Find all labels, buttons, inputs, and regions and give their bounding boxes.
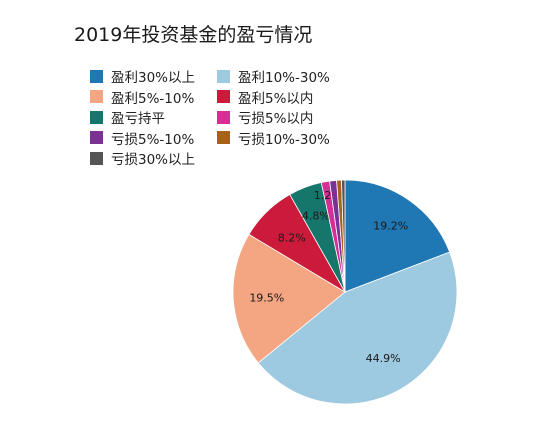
legend-item: 亏损10%-30%: [217, 128, 330, 148]
chart-legend: 盈利30%以上 盈利10%-30% 盈利5%-10% 盈利5%以内盈亏持平 亏损5%以内…: [90, 66, 390, 168]
legend-swatch: [90, 110, 103, 124]
pie-slice: [257, 251, 458, 405]
legend-item: 亏损30%以上: [90, 148, 195, 168]
legend-item: 盈利10%-30%: [217, 66, 330, 86]
legend-item: 亏损5%-10%: [90, 128, 194, 148]
pie-slice: [232, 233, 346, 364]
legend-label: 盈利10%-30%: [238, 70, 330, 86]
legend-item: 盈利5%-10%: [90, 87, 194, 107]
legend-swatch: [217, 110, 230, 124]
slice-data-label: 4.8%: [302, 210, 330, 223]
slice-data-label: 8.2%: [278, 231, 306, 244]
pie-slice: [344, 179, 451, 293]
chart-title: 2019年投资基金的盈亏情况: [74, 24, 313, 46]
legend-label: 盈利5%-10%: [111, 90, 195, 107]
legend-item: 亏损5%以内: [217, 107, 313, 127]
legend-label: 亏损10%-30%: [238, 131, 330, 148]
slice-data-label: 19.2%: [373, 220, 408, 233]
legend-item: 盈利5%以内: [217, 87, 313, 107]
slice-data-label: 19.5%: [249, 292, 284, 305]
legend-item: 盈利30%以上: [90, 66, 195, 86]
legend-swatch: [217, 90, 230, 103]
legend-label: 亏损5%以内: [238, 111, 314, 127]
legend-swatch: [90, 151, 103, 165]
legend-label: 盈利30%以上: [111, 70, 196, 86]
legend-swatch: [90, 90, 103, 103]
legend-label: 盈亏持平: [111, 111, 165, 127]
legend-item: 盈亏持平: [90, 107, 165, 127]
slice-data-label: 44.9%: [366, 352, 401, 365]
legend-label: 盈利5%以内: [238, 90, 314, 107]
legend-label: 亏损30%以上: [111, 152, 196, 168]
legend-swatch: [90, 131, 103, 144]
legend-swatch: [90, 69, 103, 83]
legend-swatch: [217, 69, 230, 83]
pie-slice: [341, 179, 346, 293]
legend-label: 亏损5%-10%: [111, 131, 195, 148]
legend-swatch: [217, 131, 230, 144]
